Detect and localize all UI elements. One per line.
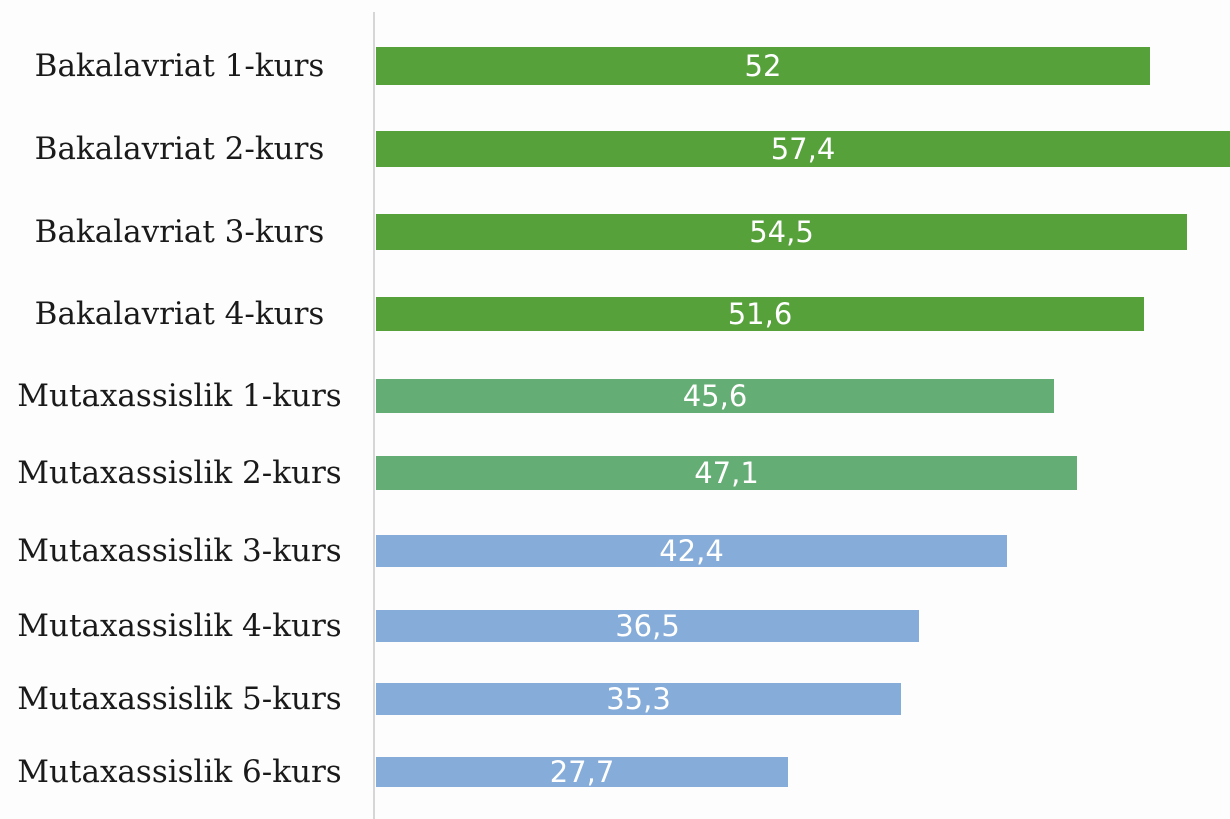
category-label: Bakalavriat 1-kurs bbox=[34, 48, 325, 84]
category-axis-line bbox=[373, 12, 375, 819]
category-label: Mutaxassislik 4-kurs bbox=[17, 608, 342, 644]
category-label: Bakalavriat 2-kurs bbox=[34, 131, 325, 167]
bar-value-label: 42,4 bbox=[659, 534, 724, 568]
bar bbox=[376, 757, 788, 787]
category-label: Mutaxassislik 1-kurs bbox=[17, 378, 342, 414]
bar-value-label: 54,5 bbox=[749, 215, 814, 249]
bar-value-label: 47,1 bbox=[694, 456, 759, 490]
bar bbox=[376, 379, 1054, 413]
bar bbox=[376, 610, 919, 642]
bar-value-label: 36,5 bbox=[615, 609, 680, 643]
bar-value-label: 51,6 bbox=[727, 297, 793, 331]
bar bbox=[376, 214, 1187, 250]
category-label: Mutaxassislik 3-kurs bbox=[17, 533, 342, 569]
bar bbox=[376, 47, 1150, 85]
bar bbox=[376, 456, 1077, 490]
category-label: Mutaxassislik 2-kurs bbox=[17, 455, 342, 491]
bar bbox=[376, 297, 1144, 331]
category-label: Bakalavriat 3-kurs bbox=[34, 214, 325, 250]
category-label: Bakalavriat 4-kurs bbox=[34, 296, 325, 332]
bar-value-label: 57,4 bbox=[770, 132, 836, 166]
bar bbox=[376, 683, 901, 715]
category-label: Mutaxassislik 6-kurs bbox=[17, 754, 342, 790]
bar-value-label: 45,6 bbox=[682, 379, 748, 413]
bar bbox=[376, 131, 1230, 167]
bar-value-label: 52 bbox=[744, 49, 782, 83]
category-label: Mutaxassislik 5-kurs bbox=[17, 681, 342, 717]
bar bbox=[376, 535, 1007, 567]
bar-value-label: 35,3 bbox=[606, 682, 671, 716]
bar-value-label: 27,7 bbox=[549, 755, 615, 789]
